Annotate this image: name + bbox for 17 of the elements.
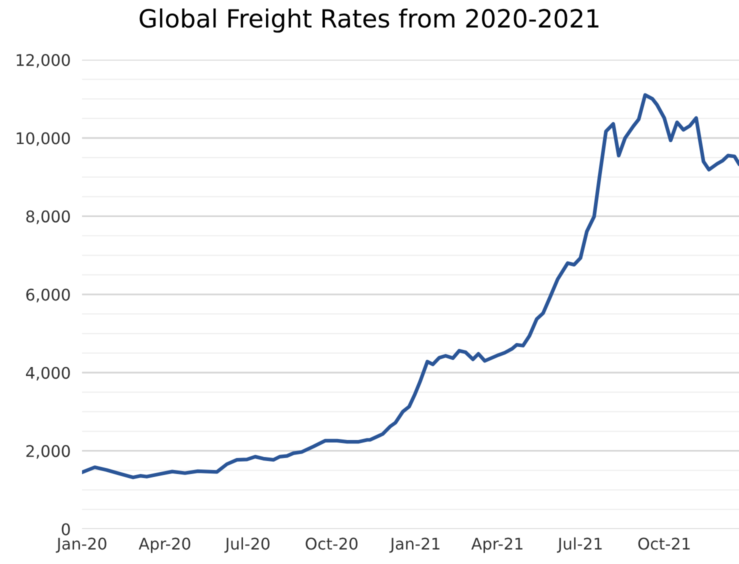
x-tick-label: Oct-20 — [306, 538, 358, 550]
x-tick-label: Apr-20 — [138, 538, 190, 553]
y-tick-label: 8,000 — [26, 210, 70, 224]
y-tick-label: 12,000 — [16, 54, 70, 68]
line-series — [82, 93, 739, 480]
x-tick-label: Jul-20 — [224, 537, 270, 553]
y-tick-label: 2,000 — [26, 445, 70, 459]
y-tick-label: 4,000 — [26, 366, 70, 381]
x-tick-label: Jan-21 — [389, 538, 440, 553]
x-tick-label: Jan-20 — [56, 538, 106, 553]
y-tick-label: 0 — [62, 523, 70, 536]
y-tick-label: 6,000 — [26, 288, 70, 302]
y-tick-label: 10,000 — [16, 132, 70, 146]
x-tick-label: Oct-21 — [638, 538, 690, 550]
x-tick-label: Apr-21 — [471, 538, 522, 553]
chart-title: Global Freight Rates from 2020-2021 — [140, 8, 598, 33]
x-tick-label: Jul-21 — [556, 537, 602, 553]
